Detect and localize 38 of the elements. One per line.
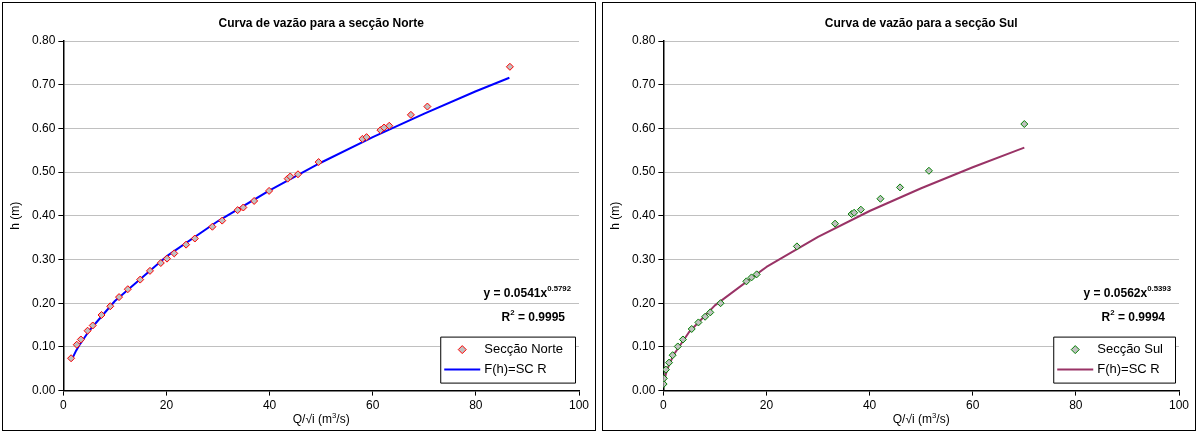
x-tick-label: 100 bbox=[568, 398, 590, 413]
y-tick-label: 0.30 bbox=[632, 251, 656, 266]
y-tick-label: 0.20 bbox=[32, 295, 56, 310]
y-axis-title: h (m) bbox=[8, 201, 22, 230]
x-tick-label: 20 bbox=[159, 398, 174, 413]
x-tick-label: 40 bbox=[862, 398, 877, 413]
y-tick-label: 0.40 bbox=[632, 208, 656, 223]
x-tick-label: 80 bbox=[469, 398, 483, 413]
y-tick-label: 0.70 bbox=[632, 77, 656, 92]
y-tick-label: 0.60 bbox=[632, 120, 656, 135]
y-tick-label: 0.00 bbox=[32, 382, 56, 397]
y-tick-label: 0.60 bbox=[32, 120, 56, 135]
y-tick-label: 0.40 bbox=[32, 208, 56, 223]
y-axis-title: h (m) bbox=[608, 201, 622, 230]
chart-title: Curva de vazão para a secção Sul bbox=[824, 16, 1018, 30]
y-tick-label: 0.70 bbox=[32, 77, 56, 92]
y-tick-label: 0.80 bbox=[632, 33, 656, 48]
legend-label: Secção Norte bbox=[484, 341, 563, 357]
y-tick-label: 0.50 bbox=[632, 164, 656, 179]
x-tick-label: 40 bbox=[262, 398, 277, 413]
x-tick-label: 0 bbox=[60, 398, 68, 413]
legend-label: Secção Sul bbox=[1097, 341, 1164, 357]
y-tick-label: 0.00 bbox=[632, 382, 656, 397]
chart-title: Curva de vazão para a secção Norte bbox=[218, 16, 425, 30]
legend-label: F(h)=SC R bbox=[484, 361, 547, 377]
x-tick-label: 60 bbox=[966, 398, 980, 413]
y-tick-label: 0.50 bbox=[32, 164, 56, 179]
x-tick-label: 20 bbox=[759, 398, 774, 413]
x-tick-label: 60 bbox=[366, 398, 380, 413]
y-tick-label: 0.80 bbox=[32, 33, 56, 48]
y-tick-label: 0.10 bbox=[32, 339, 56, 354]
y-tick-label: 0.10 bbox=[632, 339, 656, 354]
y-tick-label: 0.30 bbox=[32, 251, 56, 266]
y-tick-label: 0.20 bbox=[632, 295, 656, 310]
legend-label: F(h)=SC R bbox=[1097, 361, 1160, 377]
x-tick-label: 80 bbox=[1069, 398, 1083, 413]
x-tick-label: 100 bbox=[1168, 398, 1190, 413]
x-tick-label: 0 bbox=[660, 398, 668, 413]
